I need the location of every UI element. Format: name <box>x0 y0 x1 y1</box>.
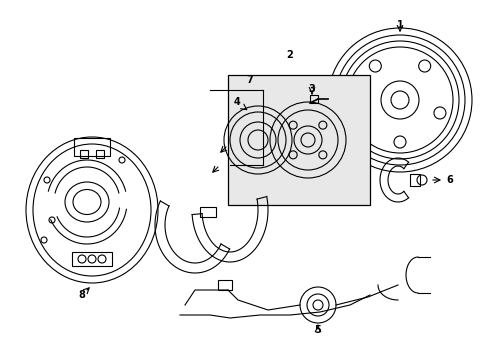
Bar <box>72 252 112 266</box>
Text: 6: 6 <box>446 175 452 185</box>
Bar <box>96 150 104 158</box>
Text: 4: 4 <box>233 97 240 107</box>
Bar <box>227 75 369 205</box>
Text: 2: 2 <box>286 50 293 60</box>
Text: 3: 3 <box>308 84 315 94</box>
Bar <box>80 150 88 158</box>
Text: 1: 1 <box>396 20 403 30</box>
Bar <box>309 95 317 103</box>
Bar <box>200 207 216 217</box>
Bar <box>218 280 231 290</box>
Bar <box>74 138 110 156</box>
Bar <box>244 195 259 204</box>
Text: 5: 5 <box>314 325 321 335</box>
Text: 8: 8 <box>79 290 85 300</box>
Text: 7: 7 <box>246 75 253 85</box>
Bar <box>409 174 419 186</box>
